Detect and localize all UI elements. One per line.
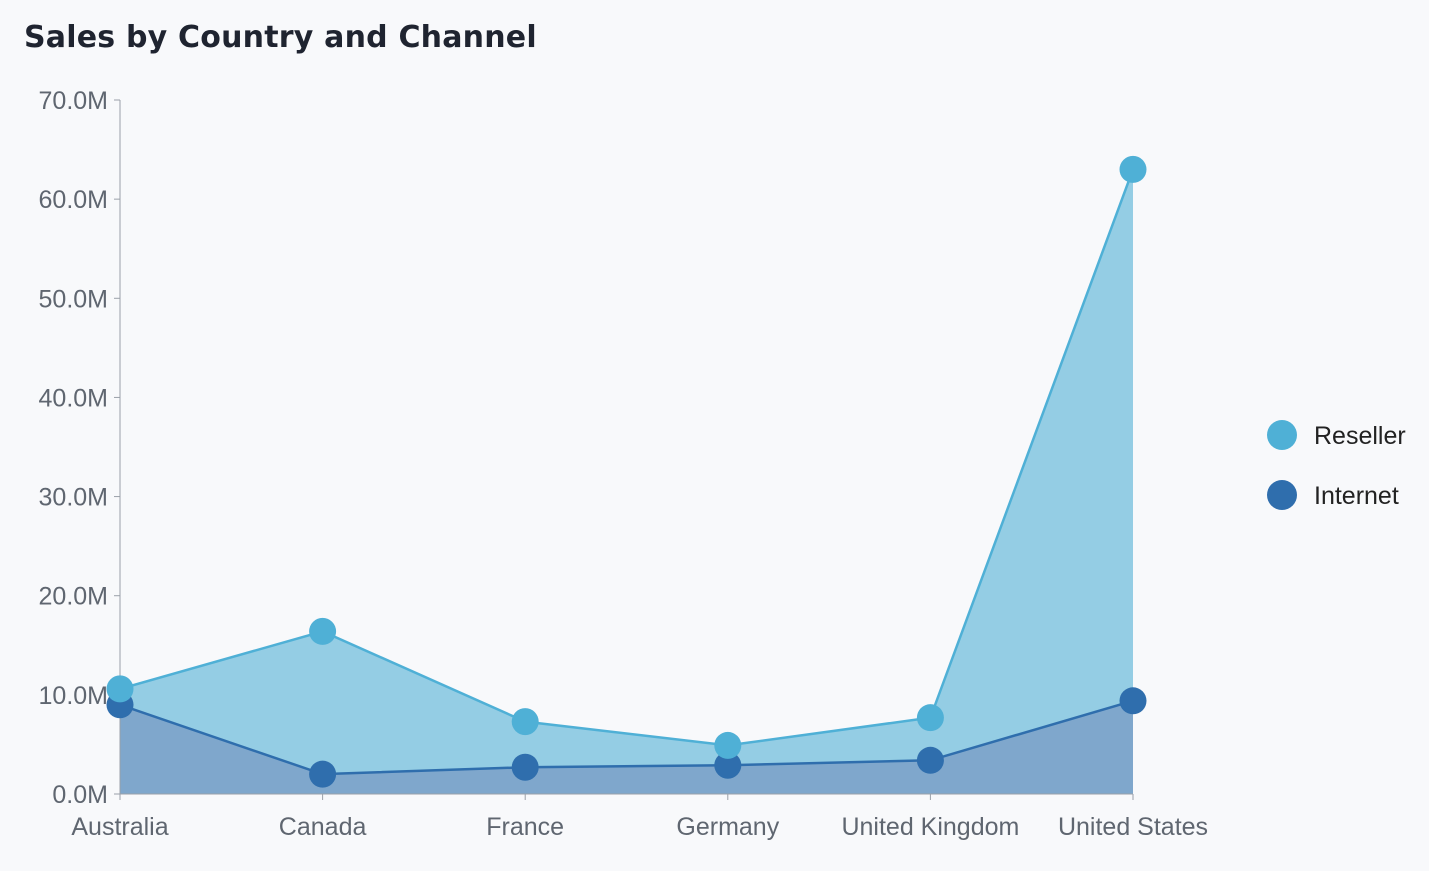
legend-label-reseller[interactable]: Reseller xyxy=(1314,422,1406,450)
data-point-internet[interactable] xyxy=(1119,687,1147,715)
y-tick-label: 50.0M xyxy=(39,285,108,313)
x-tick-label: United States xyxy=(1058,813,1208,841)
series-line-internet xyxy=(119,699,1134,776)
y-tick-label: 70.0M xyxy=(39,87,108,115)
data-point-reseller[interactable] xyxy=(1119,155,1147,183)
x-tick-label: Australia xyxy=(71,813,168,841)
data-point-reseller[interactable] xyxy=(106,675,134,703)
legend-label-internet[interactable]: Internet xyxy=(1314,482,1399,510)
legend-marker-internet[interactable] xyxy=(1267,480,1297,510)
series-areas xyxy=(119,168,1135,794)
x-tick-label: United Kingdom xyxy=(841,813,1019,841)
data-point-reseller[interactable] xyxy=(916,704,944,732)
legend-marker-reseller[interactable] xyxy=(1267,420,1297,450)
x-tick-label: Canada xyxy=(279,813,367,841)
y-tick-label: 40.0M xyxy=(39,384,108,412)
y-tick-label: 30.0M xyxy=(39,484,108,512)
data-point-reseller[interactable] xyxy=(511,708,539,736)
data-point-internet[interactable] xyxy=(714,751,742,779)
series-points xyxy=(106,155,1147,788)
data-point-internet[interactable] xyxy=(309,760,337,788)
series-line-reseller xyxy=(119,168,1135,747)
axes: 0.0M 10.0M 20.0M 30.0M 40.0M 50.0M 60.0M 70.0M A… xyxy=(39,87,1209,841)
legend: Reseller Internet xyxy=(1267,420,1406,510)
data-point-internet[interactable] xyxy=(916,746,944,774)
data-point-internet[interactable] xyxy=(511,753,539,781)
y-tick-label: 0.0M xyxy=(52,781,108,809)
series-area-internet xyxy=(120,700,1133,794)
x-tick-label: Germany xyxy=(676,813,779,841)
chart-title: Sales by Country and Channel xyxy=(24,20,537,55)
x-tick-label: France xyxy=(486,813,564,841)
y-tick-label: 60.0M xyxy=(39,186,108,214)
series-area-reseller xyxy=(120,169,1133,794)
y-tick-label: 10.0M xyxy=(39,682,108,710)
data-point-reseller[interactable] xyxy=(714,731,742,759)
data-point-reseller[interactable] xyxy=(309,617,337,645)
y-tick-label: 20.0M xyxy=(39,583,108,611)
